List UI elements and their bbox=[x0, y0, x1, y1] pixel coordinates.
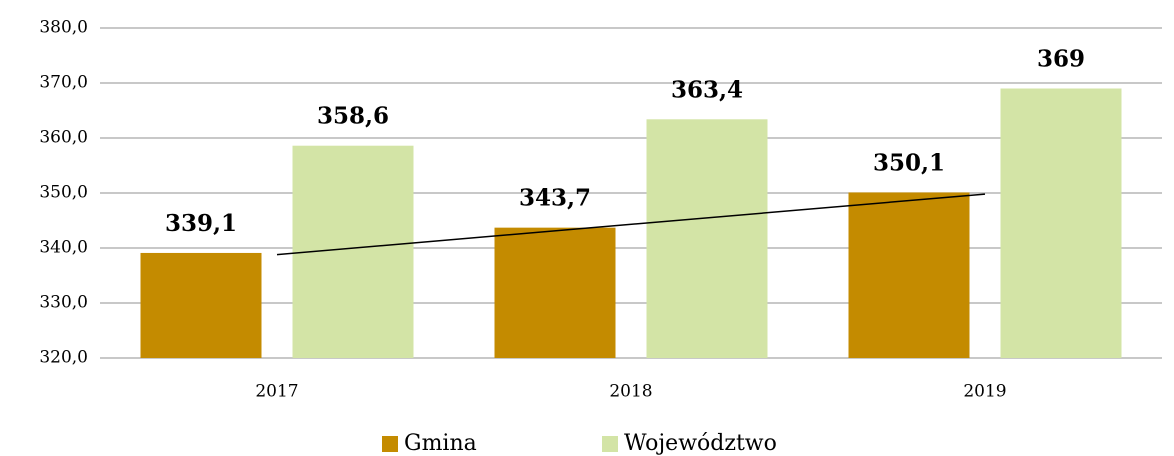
x-tick-label: 2019 bbox=[963, 382, 1006, 402]
x-tick-label: 2018 bbox=[609, 382, 652, 402]
bar bbox=[1000, 88, 1122, 358]
y-tick-label: 370,0 bbox=[39, 73, 88, 93]
bar bbox=[646, 119, 768, 358]
y-tick-label: 320,0 bbox=[39, 348, 88, 368]
trendline bbox=[276, 193, 986, 256]
y-tick-label: 360,0 bbox=[39, 128, 88, 148]
legend-swatch bbox=[382, 436, 398, 452]
y-tick-label: 350,0 bbox=[39, 183, 88, 203]
value-label: 343,7 bbox=[519, 185, 591, 212]
value-label: 339,1 bbox=[165, 210, 237, 237]
legend-swatch bbox=[602, 436, 618, 452]
y-tick-label: 340,0 bbox=[39, 238, 88, 258]
value-label: 363,4 bbox=[671, 76, 743, 103]
bar bbox=[848, 192, 970, 358]
legend-label: Gmina bbox=[404, 431, 477, 456]
x-tick-label: 2017 bbox=[255, 382, 298, 402]
value-label: 369 bbox=[1037, 46, 1085, 73]
bar bbox=[494, 227, 616, 358]
y-tick-label: 330,0 bbox=[39, 293, 88, 313]
bar bbox=[140, 252, 262, 358]
value-label: 350,1 bbox=[873, 149, 945, 176]
legend-label: Województwo bbox=[624, 431, 777, 456]
y-tick-label: 380,0 bbox=[39, 18, 88, 38]
value-label: 358,6 bbox=[317, 103, 389, 130]
